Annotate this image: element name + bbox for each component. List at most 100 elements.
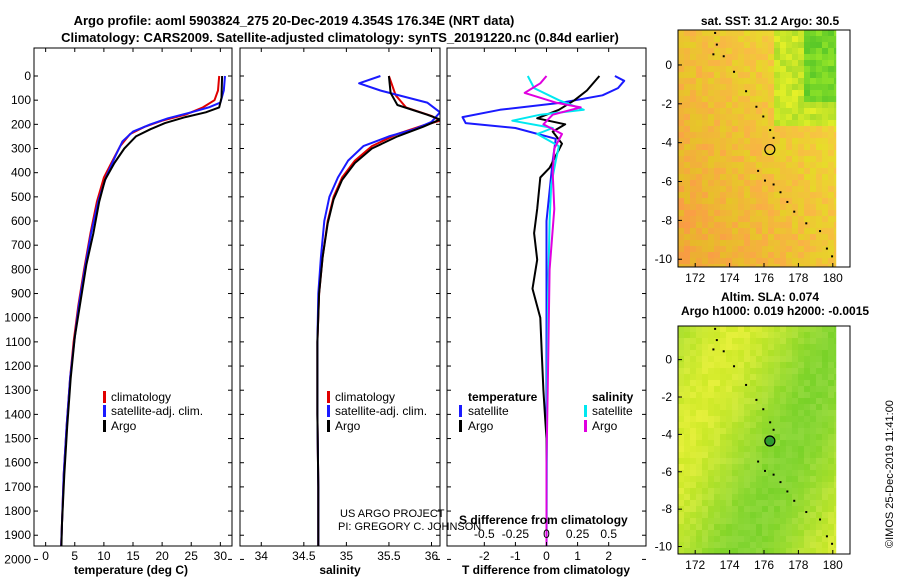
map-cell — [774, 404, 780, 410]
map-cell — [816, 440, 822, 446]
map-cell — [798, 204, 804, 210]
map-cell — [750, 174, 756, 180]
map-cell — [762, 350, 768, 356]
island-dot — [825, 535, 828, 538]
map-cell — [774, 114, 780, 120]
map-cell — [792, 374, 798, 380]
map-cell — [828, 512, 834, 518]
map-cell — [780, 60, 786, 66]
map-cell — [690, 542, 696, 548]
map-cell — [774, 90, 780, 96]
map-cell — [816, 482, 822, 488]
map-cell — [702, 482, 708, 488]
map-cell — [798, 344, 804, 350]
map-cell — [720, 66, 726, 72]
map-cell — [792, 416, 798, 422]
map-cell — [744, 512, 750, 518]
map-cell — [774, 362, 780, 368]
map-cell — [762, 216, 768, 222]
map-cell — [786, 114, 792, 120]
map-cell — [780, 264, 786, 267]
map-cell — [762, 374, 768, 380]
map-cell — [828, 180, 834, 186]
map-cell — [732, 180, 738, 186]
map-cell — [702, 488, 708, 494]
map-cell — [810, 246, 816, 252]
map-cell — [786, 464, 792, 470]
map-cell — [690, 332, 696, 338]
map-cell — [714, 344, 720, 350]
map-cell — [762, 404, 768, 410]
series-line-argo — [316, 75, 440, 546]
map-cell — [732, 30, 738, 36]
map-cell — [708, 368, 714, 374]
s-difference-label: S difference from climatology — [459, 513, 628, 527]
map-cell — [774, 476, 780, 482]
map-cell — [744, 48, 750, 54]
map-cell — [678, 192, 684, 198]
map-cell — [768, 186, 774, 192]
map-cell — [768, 252, 774, 258]
map-cell — [744, 428, 750, 434]
map-cell — [690, 162, 696, 168]
map-cell — [804, 326, 810, 332]
map-cell — [708, 416, 714, 422]
map-cell — [678, 368, 684, 374]
map-cell — [726, 66, 732, 72]
map-cell — [816, 204, 822, 210]
map-cell — [744, 332, 750, 338]
map-cell — [732, 482, 738, 488]
map-cell — [810, 168, 816, 174]
map-cell — [756, 102, 762, 108]
map-cell — [708, 228, 714, 234]
map-cell — [708, 120, 714, 126]
map-cell — [816, 216, 822, 222]
map-cell — [714, 368, 720, 374]
map-cell — [708, 150, 714, 156]
map-cell — [768, 368, 774, 374]
map-cell — [714, 228, 720, 234]
map-cell — [798, 222, 804, 228]
map-cell — [816, 90, 822, 96]
map-cell — [816, 174, 822, 180]
map-cell — [774, 530, 780, 536]
map-cell — [762, 252, 768, 258]
map-cell — [792, 186, 798, 192]
map-cell — [744, 180, 750, 186]
map-cell — [756, 186, 762, 192]
map-cell — [792, 222, 798, 228]
map-cell — [708, 42, 714, 48]
map-cell — [750, 204, 756, 210]
map-cell — [762, 542, 768, 548]
map-cell — [720, 78, 726, 84]
legend-swatch-climatology — [327, 391, 330, 403]
map-cell — [798, 458, 804, 464]
map-cell — [726, 416, 732, 422]
map-cell — [678, 500, 684, 506]
island-dot — [757, 460, 760, 463]
map-cell — [714, 252, 720, 258]
map-cell — [726, 60, 732, 66]
map-cell — [684, 488, 690, 494]
map-cell — [792, 180, 798, 186]
map-cell — [720, 180, 726, 186]
map-cell — [822, 66, 828, 72]
map-cell — [822, 240, 828, 246]
map-cell — [720, 410, 726, 416]
map-cell — [768, 222, 774, 228]
map-cell — [684, 542, 690, 548]
map-cell — [828, 78, 834, 84]
map-cell — [786, 198, 792, 204]
map-cell — [708, 126, 714, 132]
map-cell — [810, 192, 816, 198]
map-cell — [792, 464, 798, 470]
map-cell — [750, 446, 756, 452]
map-cell — [684, 30, 690, 36]
map-cell — [792, 144, 798, 150]
map-cell — [684, 362, 690, 368]
map-cell — [822, 156, 828, 162]
map-cell — [798, 542, 804, 548]
map-cell — [822, 452, 828, 458]
map-cell — [774, 30, 780, 36]
map-cell — [726, 114, 732, 120]
